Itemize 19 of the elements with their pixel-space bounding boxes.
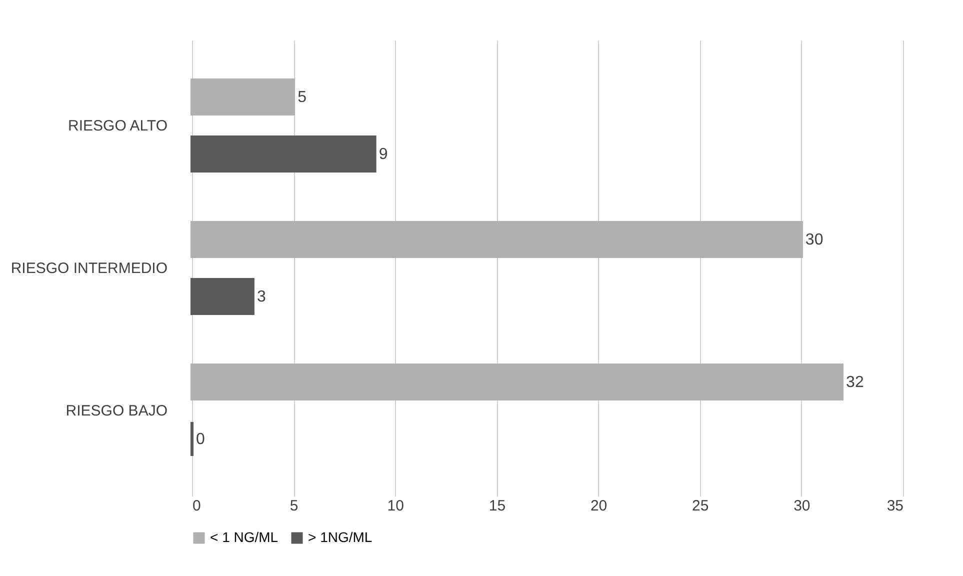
data-label: 3 [256, 288, 266, 306]
x-tick-label: 20 [590, 498, 608, 514]
y-tick-label: RIESGO BAJO [66, 402, 168, 420]
data-label: 9 [378, 146, 388, 163]
x-tick-label: 30 [794, 498, 810, 514]
data-label: 0 [196, 431, 205, 448]
x-tick-label: 0 [192, 498, 201, 514]
y-tick-label: RIESGO INTERMEDIO [10, 260, 168, 277]
legend-label: > 1NG/ML [308, 529, 372, 545]
x-tick-label: 5 [290, 498, 298, 514]
x-tick-label: 15 [488, 498, 506, 514]
x-tick-label: 10 [387, 498, 404, 514]
x-tick-label: 25 [692, 498, 709, 514]
y-tick-label: RIESGO ALTO [68, 118, 168, 134]
data-label: 5 [298, 89, 307, 106]
data-label: 32 [846, 374, 864, 391]
legend-label: < 1 NG/ML [210, 529, 278, 545]
x-tick-label: 35 [886, 498, 904, 514]
data-label: 30 [805, 232, 824, 248]
